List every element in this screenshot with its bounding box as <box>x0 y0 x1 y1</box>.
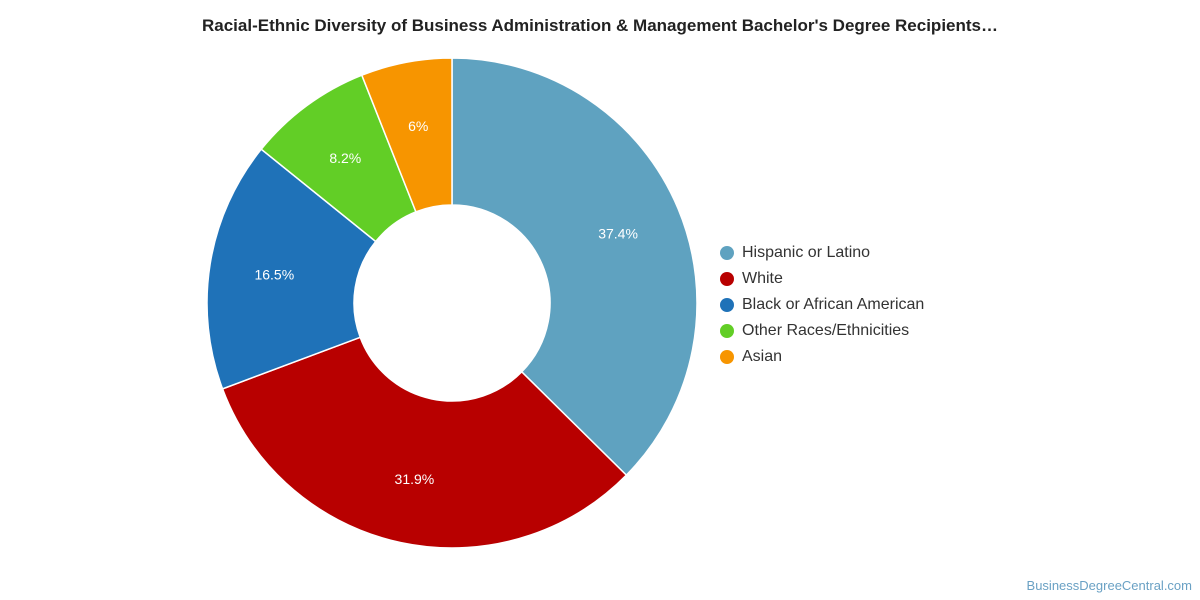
slice-label-asian: 6% <box>408 118 428 134</box>
legend-item-other-races-ethnicities[interactable]: Other Races/Ethnicities <box>720 318 924 344</box>
slice-label-hispanic-or-latino: 37.4% <box>598 226 638 242</box>
legend-marker-other-races-ethnicities <box>720 324 734 338</box>
slice-white[interactable] <box>221 336 628 549</box>
chart-title: Racial-Ethnic Diversity of Business Admi… <box>201 16 998 35</box>
slice-hispanic-or-latino[interactable] <box>451 57 698 477</box>
legend-label-other-races-ethnicities: Other Races/Ethnicities <box>742 322 910 339</box>
legend-marker-black-or-african-american <box>720 298 734 312</box>
legend: Hispanic or Latino White Black or Africa… <box>720 240 924 370</box>
legend-label-black-or-african-american: Black or African American <box>742 296 925 313</box>
legend-item-white[interactable]: White <box>720 266 924 292</box>
legend-label-asian: Asian <box>742 348 783 365</box>
legend-item-black-or-african-american[interactable]: Black or African American <box>720 292 924 318</box>
legend-label-white: White <box>742 270 783 287</box>
legend-marker-hispanic-or-latino <box>720 246 734 260</box>
slice-label-black-or-african-american: 16.5% <box>254 266 294 282</box>
legend-marker-asian <box>720 350 734 364</box>
legend-marker-white <box>720 272 734 286</box>
slice-label-white: 31.9% <box>395 471 435 487</box>
legend-item-asian[interactable]: Asian <box>720 344 924 370</box>
site-watermark[interactable]: BusinessDegreeCentral.com <box>1026 578 1192 593</box>
slice-black-or-african-american[interactable] <box>206 148 377 390</box>
slice-label-other-races-ethnicities: 8.2% <box>329 150 361 166</box>
legend-item-hispanic-or-latino[interactable]: Hispanic or Latino <box>720 240 924 266</box>
slice-asian[interactable] <box>360 57 453 213</box>
legend-label-hispanic-or-latino: Hispanic or Latino <box>742 244 871 261</box>
